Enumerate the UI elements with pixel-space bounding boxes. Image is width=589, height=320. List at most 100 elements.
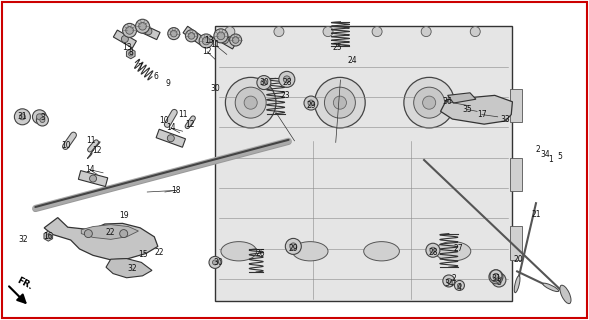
Text: 10: 10 <box>61 141 71 150</box>
Text: 12: 12 <box>185 120 194 129</box>
Text: 18: 18 <box>171 186 180 195</box>
Polygon shape <box>156 129 186 147</box>
Circle shape <box>492 273 506 287</box>
Text: 1: 1 <box>548 156 553 164</box>
Text: 14: 14 <box>166 124 176 132</box>
Circle shape <box>214 29 228 43</box>
Text: 28: 28 <box>282 78 292 87</box>
Text: 10: 10 <box>159 116 168 125</box>
Text: 5: 5 <box>557 152 562 161</box>
Circle shape <box>138 22 147 30</box>
Circle shape <box>230 34 241 46</box>
Ellipse shape <box>560 285 571 304</box>
Bar <box>511 89 522 122</box>
Ellipse shape <box>221 242 257 261</box>
Circle shape <box>494 273 498 278</box>
Text: 31: 31 <box>18 112 27 121</box>
Circle shape <box>37 114 48 126</box>
Text: 20: 20 <box>514 255 523 264</box>
Text: 11: 11 <box>210 40 220 49</box>
Circle shape <box>290 243 297 250</box>
Circle shape <box>40 117 45 123</box>
Text: 13: 13 <box>122 43 131 52</box>
Circle shape <box>128 52 133 56</box>
Circle shape <box>279 71 295 87</box>
Circle shape <box>308 100 314 106</box>
Text: 26: 26 <box>256 249 265 258</box>
Circle shape <box>413 87 445 118</box>
Text: 24: 24 <box>348 56 357 65</box>
Polygon shape <box>213 31 237 49</box>
Circle shape <box>225 27 235 36</box>
Circle shape <box>167 135 174 142</box>
Text: 36: 36 <box>443 97 452 106</box>
Text: 2: 2 <box>535 145 540 154</box>
Circle shape <box>430 247 436 253</box>
Bar <box>511 158 522 191</box>
Circle shape <box>323 27 333 36</box>
Text: 32: 32 <box>19 236 28 244</box>
Text: 8: 8 <box>128 48 133 57</box>
Text: 30: 30 <box>210 84 220 93</box>
Text: 29: 29 <box>306 101 316 110</box>
Polygon shape <box>127 49 135 59</box>
Text: 13: 13 <box>204 36 214 45</box>
Circle shape <box>217 32 225 40</box>
Circle shape <box>232 37 239 43</box>
Circle shape <box>188 33 195 39</box>
Text: 30: 30 <box>259 78 269 87</box>
Text: 19: 19 <box>119 211 128 220</box>
Circle shape <box>458 284 461 287</box>
Polygon shape <box>113 30 137 48</box>
Polygon shape <box>78 171 108 187</box>
Circle shape <box>404 77 455 128</box>
Bar <box>511 227 522 260</box>
Text: 4: 4 <box>457 283 462 292</box>
Text: 12: 12 <box>92 146 102 155</box>
Circle shape <box>446 278 451 284</box>
Ellipse shape <box>435 242 471 261</box>
Circle shape <box>221 36 229 44</box>
FancyArrowPatch shape <box>9 286 25 303</box>
Ellipse shape <box>514 276 520 293</box>
Circle shape <box>145 28 152 35</box>
Text: 31: 31 <box>491 274 501 283</box>
Polygon shape <box>183 26 206 45</box>
Circle shape <box>46 234 51 238</box>
Text: 23: 23 <box>281 92 290 100</box>
Text: 3: 3 <box>40 113 45 122</box>
Circle shape <box>315 77 365 128</box>
Circle shape <box>209 256 221 268</box>
Circle shape <box>496 277 502 283</box>
Circle shape <box>90 175 97 182</box>
Circle shape <box>421 27 431 36</box>
Polygon shape <box>106 259 152 278</box>
Circle shape <box>244 96 257 109</box>
Circle shape <box>123 23 137 37</box>
Text: 32: 32 <box>128 264 137 273</box>
Bar <box>215 26 512 301</box>
Text: 22: 22 <box>106 228 115 237</box>
Circle shape <box>257 76 271 90</box>
Text: 11: 11 <box>87 136 96 145</box>
Text: 34: 34 <box>540 150 550 159</box>
Text: FR.: FR. <box>15 276 34 292</box>
Circle shape <box>455 280 464 291</box>
Circle shape <box>191 32 198 39</box>
Circle shape <box>372 27 382 36</box>
Text: 15: 15 <box>138 250 147 259</box>
Polygon shape <box>441 95 512 124</box>
Circle shape <box>490 270 502 282</box>
Ellipse shape <box>543 283 558 292</box>
Circle shape <box>489 270 503 284</box>
Text: 28: 28 <box>428 248 438 257</box>
Text: 12: 12 <box>203 47 212 56</box>
Circle shape <box>493 274 499 280</box>
Circle shape <box>226 77 276 128</box>
Circle shape <box>14 109 31 125</box>
Circle shape <box>19 114 25 120</box>
Text: 9: 9 <box>166 79 170 88</box>
Circle shape <box>285 238 302 254</box>
Circle shape <box>304 96 318 110</box>
Text: 14: 14 <box>85 165 94 174</box>
